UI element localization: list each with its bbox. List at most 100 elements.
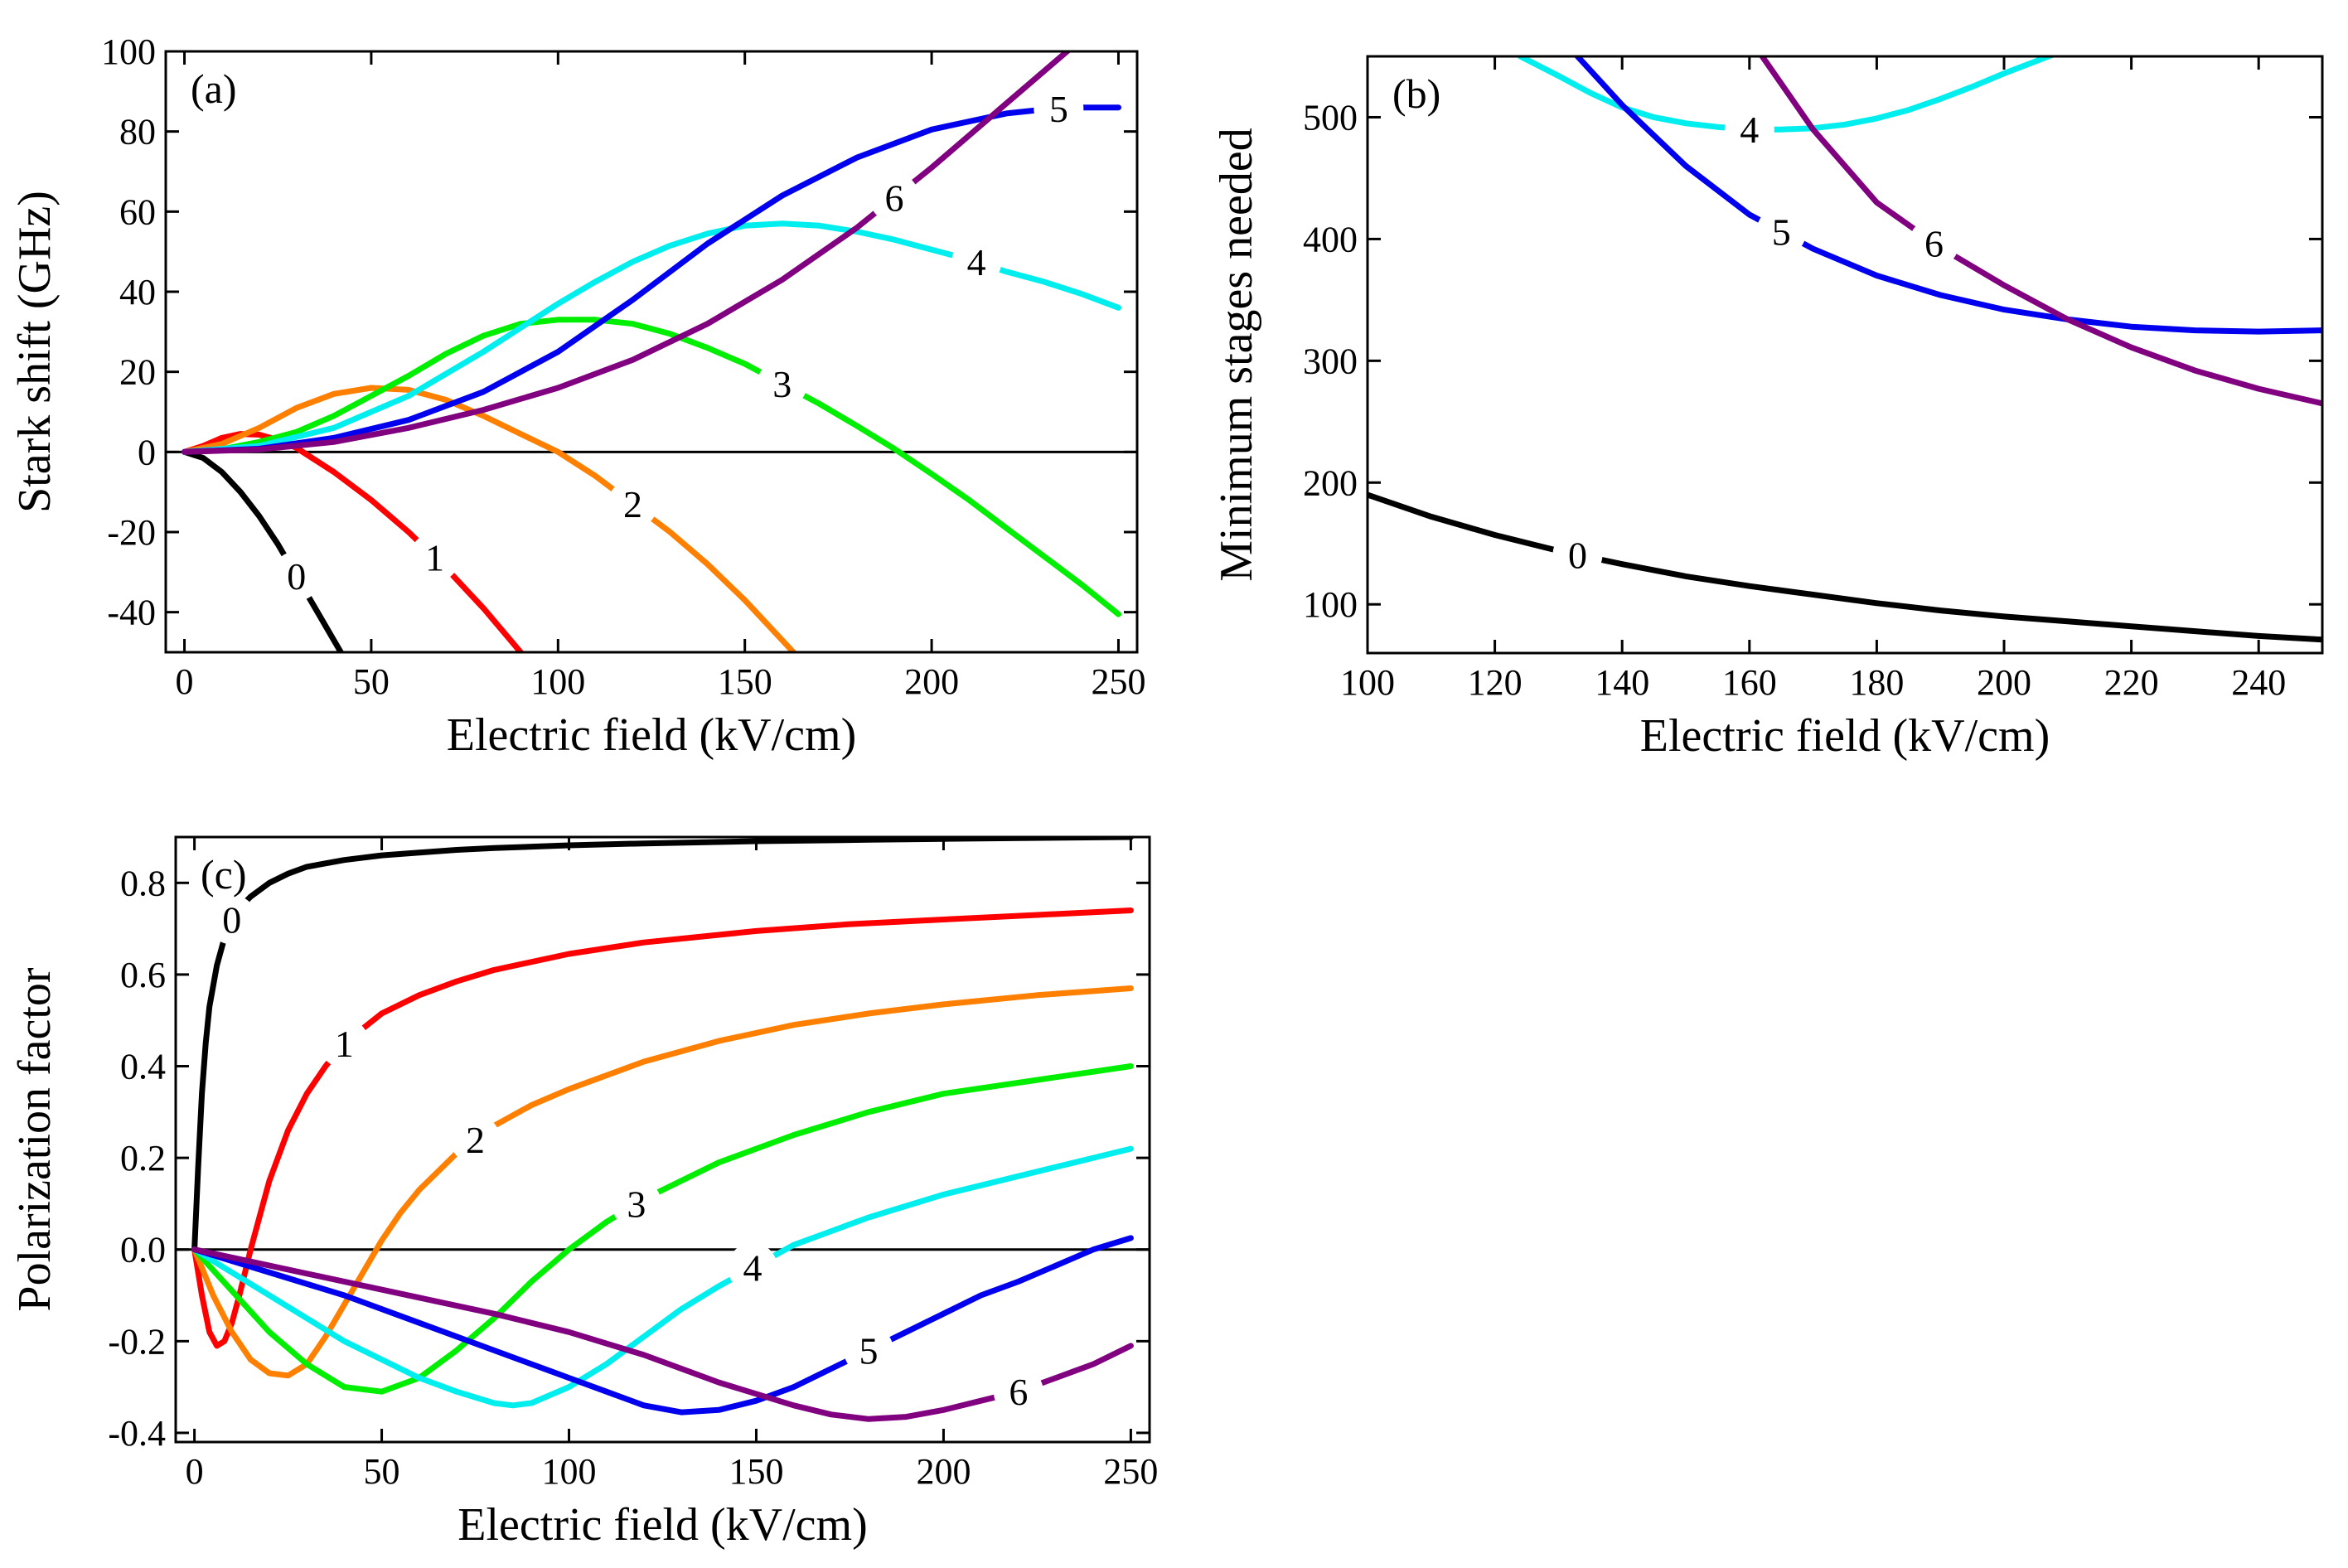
panel-c-ytick-label: 0.0 xyxy=(120,1230,166,1270)
panel-a-series-2-label: 2 xyxy=(623,483,642,525)
panel-a-stark-shift: 0 1 2 3 4 5 6 0 50 100 150 200 250 -40 -20 0 20 40 60 80 10… xyxy=(9,31,1145,761)
panel-a-label: (a) xyxy=(191,65,237,112)
panel-c-series-1-label: 1 xyxy=(335,1023,354,1065)
panel-c-series-5-line xyxy=(191,1235,1134,1416)
panel-c-series-1-line xyxy=(191,907,1134,1349)
panel-b-ytick-label: 300 xyxy=(1303,341,1358,381)
panel-b-label: (b) xyxy=(1392,70,1440,117)
panel-b-series-6-label-gap xyxy=(1909,218,1959,269)
panel-b-ytick-label: 200 xyxy=(1303,462,1358,503)
panel-c-xtick-label: 0 xyxy=(186,1451,204,1492)
panel-a-ytick-label: 0 xyxy=(138,432,156,472)
panel-c-xtick-label: 50 xyxy=(364,1451,400,1492)
panel-b-x-axis-label: Electric field (kV/cm) xyxy=(1640,710,2050,762)
panel-b-y-axis-label: Minimum stages needed xyxy=(1211,128,1262,581)
panel-b-series-6-line xyxy=(1759,56,2322,407)
panel-c-series-5-label-gap xyxy=(844,1325,894,1376)
panel-c-ytick-label: 0.2 xyxy=(120,1138,166,1178)
panel-a-xtick-label: 0 xyxy=(176,661,194,702)
panel-b-series-4-label-gap xyxy=(1724,104,1774,155)
panel-c-x-axis-label: Electric field (kV/cm) xyxy=(457,1499,867,1551)
panel-a-ytick-label: -20 xyxy=(107,512,156,553)
panel-a-ytick-label: 20 xyxy=(119,352,156,393)
panel-b-ticks: 100 120 140 160 180 200 220 240 100 200 300 400 500 xyxy=(1303,56,2322,703)
panel-a-series-5-line xyxy=(182,104,1121,455)
panel-a-xtick-label: 200 xyxy=(904,661,959,702)
panel-a-series-3-label-gap xyxy=(757,359,807,409)
panel-c-series-2-line xyxy=(191,985,1134,1379)
panel-a-series-0-line xyxy=(182,448,345,652)
panel-a-series-6-label: 6 xyxy=(885,177,904,219)
panel-a-series-1-label: 1 xyxy=(425,536,444,578)
panel-c-frame xyxy=(174,835,1151,1444)
panel-b-xtick-label: 160 xyxy=(1722,662,1777,703)
panel-a-series-5-label: 5 xyxy=(1049,88,1068,130)
panel-a-xtick-label: 250 xyxy=(1091,661,1145,702)
panel-c-series-4-label-gap xyxy=(727,1242,777,1293)
panel-c-ytick-label: 0.6 xyxy=(120,955,166,995)
panel-c-xtick-label: 100 xyxy=(542,1451,597,1492)
panel-a-ytick-label: 100 xyxy=(101,31,156,72)
panel-c-series-4-line xyxy=(191,1145,1134,1409)
panel-c-xtick-label: 150 xyxy=(729,1451,783,1492)
panel-b-frame xyxy=(1366,55,2324,655)
panel-c-ytick-label: 0.8 xyxy=(120,863,166,903)
panel-a-series-1-label-gap xyxy=(409,532,460,583)
panel-a-xtick-label: 150 xyxy=(718,661,772,702)
panel-c-ticks: 0 50 100 150 200 250-0.4-0.20.00.20.40.60.8 xyxy=(108,837,1158,1492)
panel-c-ytick-label: -0.4 xyxy=(108,1413,166,1454)
panel-b-series-0-line xyxy=(1368,491,2322,643)
panel-a-ytick-label: 40 xyxy=(119,272,156,312)
panel-b-xtick-label: 200 xyxy=(1977,662,2031,703)
panel-c-label: (c) xyxy=(201,851,247,898)
panel-c-y-axis-label: Polarization factor xyxy=(9,967,61,1312)
panel-a-curves: 0 1 2 3 4 5 6 xyxy=(166,51,1137,652)
panel-a-ytick-label: 80 xyxy=(119,112,156,152)
panel-b-curves: 0 4 5 6 xyxy=(1368,56,2322,643)
panel-c-xtick-label: 250 xyxy=(1103,1451,1158,1492)
panel-b-series-0-label: 0 xyxy=(1568,534,1587,576)
panel-b-series-5-line xyxy=(1574,56,2322,335)
panel-b-series-4-line xyxy=(1517,56,2057,133)
panel-b-ytick-label: 100 xyxy=(1303,584,1358,625)
panel-a-x-axis-label: Electric field (kV/cm) xyxy=(447,709,856,761)
panel-a-xtick-label: 100 xyxy=(530,661,585,702)
panel-b-ytick-label: 500 xyxy=(1303,97,1358,138)
panel-c-series-1-label-gap xyxy=(319,1018,370,1068)
panel-b-xtick-label: 180 xyxy=(1849,662,1904,703)
panel-c-series-5-label: 5 xyxy=(859,1329,879,1372)
panel-a-xtick-label: 50 xyxy=(353,661,390,702)
panel-a-series-5-label-gap xyxy=(1034,84,1084,134)
panel-b-xtick-label: 220 xyxy=(2104,662,2159,703)
panel-b-xtick-label: 140 xyxy=(1595,662,1649,703)
panel-a-frame xyxy=(164,50,1139,654)
panel-b-xtick-label: 240 xyxy=(2231,662,2286,703)
panel-a-series-2-line xyxy=(182,385,798,652)
panel-a-y-axis-label: Stark shift (GHz) xyxy=(9,191,61,513)
panel-c-polarization-factor: 0 1 2 3 4 5 6 0 50 100 150 200 250 -0.4 -0.2 0.0 0.2 0.4… xyxy=(9,835,1158,1551)
panel-b-series-6-label: 6 xyxy=(1924,222,1944,264)
panel-a-series-3-label: 3 xyxy=(772,363,792,405)
panel-b-minimum-stages: 0 4 5 6 100 120 140 160 180 200 220 240 100 200 300 40… xyxy=(1211,55,2324,762)
panel-b-series-5-label: 5 xyxy=(1772,211,1791,254)
panel-b-series-0-label-gap xyxy=(1552,530,1603,580)
panel-a-series-6-label-gap xyxy=(869,172,919,223)
panel-c-series-4-label: 4 xyxy=(743,1247,762,1290)
panel-a-series-2-label-gap xyxy=(608,479,658,530)
panel-b-series-5-label-gap xyxy=(1756,206,1807,257)
panel-b-series-4-label: 4 xyxy=(1740,109,1759,151)
panel-c-curves: 0 1 2 3 4 5 6 xyxy=(176,837,1150,1422)
panel-b-ytick-label: 400 xyxy=(1303,219,1358,259)
panel-c-xtick-label: 200 xyxy=(916,1451,971,1492)
panel-c-series-0-label-gap xyxy=(206,894,257,945)
panel-c-series-6-label: 6 xyxy=(1009,1371,1028,1413)
panel-c-series-2-label-gap xyxy=(450,1115,501,1164)
panel-c-series-3-label: 3 xyxy=(627,1183,646,1225)
panel-a-series-4-label: 4 xyxy=(967,241,986,283)
panel-a-series-0-label: 0 xyxy=(287,555,306,598)
panel-a-series-4-label-gap xyxy=(951,237,1002,288)
panel-a-ytick-label: -40 xyxy=(107,593,156,633)
panel-b-xtick-label: 120 xyxy=(1468,662,1523,703)
